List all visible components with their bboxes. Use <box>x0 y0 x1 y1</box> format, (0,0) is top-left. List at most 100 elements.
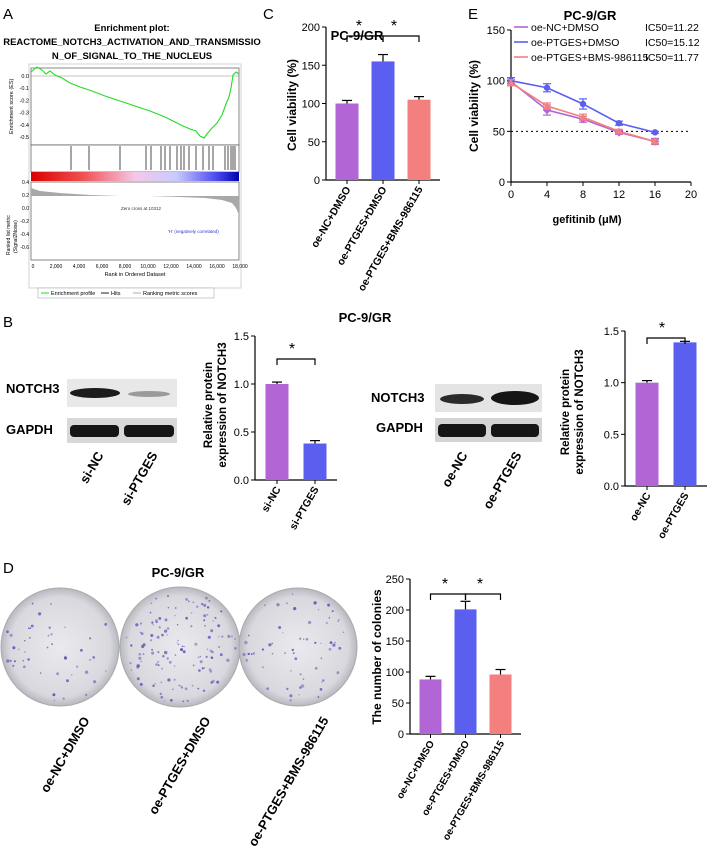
b1-sig-bracket <box>276 358 316 365</box>
gsea-es-ylabel: Enrichment score (ES) <box>9 79 15 134</box>
blot2-lane-1: oe-NC <box>438 448 470 489</box>
blot2-gapdh-band-1 <box>438 424 486 437</box>
panel-label-b: B <box>3 314 13 331</box>
c-ytick-label: 50 <box>308 137 320 149</box>
colony-dot <box>338 646 342 650</box>
colony-dot <box>299 686 302 689</box>
colony-plate-2 <box>119 586 241 708</box>
blot1-gapdh-band-2 <box>124 425 174 437</box>
colony-dot <box>196 605 199 608</box>
colony-dot <box>210 681 213 684</box>
colony-dot <box>201 602 204 606</box>
colony-dot <box>9 633 13 637</box>
colony-dot <box>9 659 12 663</box>
colony-dot <box>152 624 154 626</box>
colony-dot <box>6 659 10 663</box>
blot2-gapdh-band-2 <box>491 424 539 437</box>
colony-dot <box>289 694 293 698</box>
colony-dot <box>22 660 24 662</box>
gsea-rank-tick: -0.2 <box>20 219 29 225</box>
b1-ytick-label: 0.0 <box>234 475 249 487</box>
colony-dot <box>337 620 340 622</box>
d-bar <box>489 674 512 734</box>
colony-dot <box>52 693 56 697</box>
colony-dot <box>329 641 333 644</box>
colony-dot <box>50 633 53 636</box>
colony-dot <box>155 597 157 600</box>
d-xtick-label: oe-PTGES+BMS-986115 <box>441 739 507 843</box>
colony-dot <box>104 623 108 626</box>
colony-dot <box>284 652 286 654</box>
colony-dot <box>261 648 264 651</box>
gsea-x-tick: 8,000 <box>119 264 132 270</box>
b2-bar <box>673 342 697 486</box>
colony-dot <box>226 658 230 662</box>
c-ytick-label: 100 <box>302 99 320 111</box>
colony-dot <box>150 639 153 642</box>
colony-dot <box>130 644 133 647</box>
gsea-rank-tick: 0.2 <box>22 193 29 199</box>
colony-dot <box>247 652 250 656</box>
colony-dot <box>318 609 320 611</box>
b1-xtick-label: si-PTGES <box>287 485 321 532</box>
b1-bar <box>303 443 327 480</box>
colony-dot <box>206 606 210 609</box>
e-xtick-label: 4 <box>544 189 550 201</box>
gsea-rank-ylabel-2: (Signal2Noise) <box>13 220 19 253</box>
colony-dot <box>159 692 162 695</box>
gsea-hits-box <box>30 144 240 173</box>
colony-dot <box>245 659 248 662</box>
colony-dot <box>185 616 188 620</box>
colony-dot <box>157 651 160 654</box>
colony-dot <box>268 643 272 647</box>
colony-dot <box>167 678 171 682</box>
colony-dot <box>192 601 194 603</box>
colony-dot <box>204 624 207 627</box>
e-xtick-label: 20 <box>685 189 697 201</box>
colony-plates <box>0 586 358 708</box>
colony-dot <box>262 666 264 669</box>
colony-dot <box>150 634 154 637</box>
colony-dot <box>294 657 298 661</box>
colony-dot <box>264 604 266 606</box>
colony-dot <box>218 645 221 649</box>
gsea-es-tick: -0.4 <box>20 123 29 129</box>
b2-ytick-label: 1.0 <box>604 378 619 390</box>
colony-dot <box>293 607 297 611</box>
blot2-lane-2: oe-PTGES <box>480 449 525 512</box>
colony-dot <box>93 680 97 684</box>
gsea-zero-cross: Zero cross at 10312 <box>121 206 162 211</box>
colony-dot <box>242 652 246 657</box>
gsea-x-tick: 0 <box>32 264 35 270</box>
colony-dot <box>210 629 214 633</box>
e-point-circle <box>579 100 587 108</box>
gsea-x-tick: 6,000 <box>96 264 109 270</box>
colony-dot <box>29 627 32 630</box>
colony-dot <box>199 660 203 664</box>
colony-bar-chart: The number of colonies 0 50 100 150 200 250 oe… <box>370 574 521 842</box>
colony-dot <box>92 656 95 659</box>
colony-dot <box>47 634 50 637</box>
colony-dot <box>322 679 325 682</box>
colony-dot <box>216 680 220 684</box>
d-sig-bracket <box>464 593 502 600</box>
colony-dot <box>244 640 248 645</box>
gsea-es-tick: -0.1 <box>20 86 29 92</box>
colony-dot <box>252 652 256 655</box>
colony-dot <box>218 636 220 638</box>
colony-dot <box>203 614 207 618</box>
c-ytick-label: 200 <box>302 22 320 34</box>
colony-dot <box>139 683 143 686</box>
colony-dot <box>206 613 209 616</box>
blot1-row1-label: NOTCH3 <box>6 381 59 396</box>
blot2-notch3-band-1 <box>440 394 484 404</box>
colony-dot <box>247 634 250 637</box>
western-blot-2: NOTCH3 GAPDH oe-NC oe-PTGES <box>371 384 542 512</box>
colony-dot <box>298 694 300 696</box>
gsea-x-tick: 10,000 <box>140 264 156 270</box>
c-xtick-label: oe-PTGES+BMS-986115 <box>356 184 426 293</box>
blot2-row2-label: GAPDH <box>376 420 423 435</box>
e-legend-name: oe-PTGES+DMSO <box>531 37 619 49</box>
colony-dot <box>174 654 177 656</box>
colony-dot <box>85 693 88 697</box>
